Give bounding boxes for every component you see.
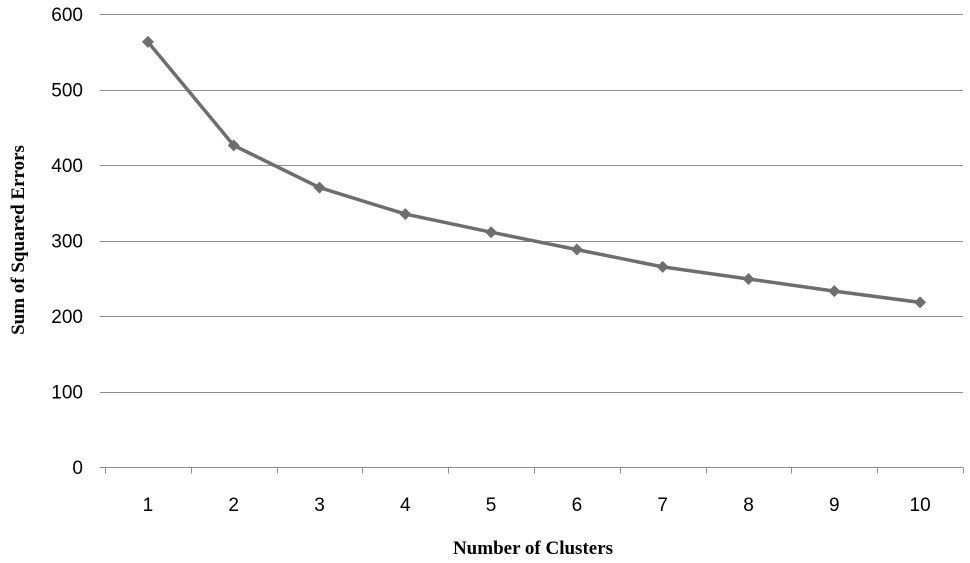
y-tick-label-200: 200 <box>51 307 83 328</box>
y-tick-label-100: 100 <box>51 383 83 404</box>
x-tick-label-4: 4 <box>400 495 411 516</box>
data-point-9 <box>828 285 841 298</box>
x-tick-label-7: 7 <box>657 495 668 516</box>
y-tick-label-0: 0 <box>72 458 83 479</box>
y-axis-tick-labels: 0 100 200 300 400 500 600 <box>51 5 83 479</box>
series-line <box>146 40 922 305</box>
x-tick-label-6: 6 <box>572 495 583 516</box>
x-axis <box>100 467 964 474</box>
x-tick-label-5: 5 <box>486 495 497 516</box>
y-axis-title: Sum of Squared Errors <box>8 145 29 335</box>
x-tick-label-1: 1 <box>143 495 154 516</box>
x-tick-label-2: 2 <box>228 495 239 516</box>
data-point-7 <box>656 260 669 273</box>
x-axis-title: Number of Clusters <box>453 538 613 559</box>
data-point-4 <box>399 208 412 221</box>
data-point-3 <box>313 181 326 194</box>
y-tick-label-500: 500 <box>51 81 83 102</box>
y-tick-label-400: 400 <box>51 156 83 177</box>
y-tick-label-600: 600 <box>51 5 83 26</box>
y-tick-label-300: 300 <box>51 232 83 253</box>
data-point-6 <box>570 243 583 256</box>
data-point-1 <box>141 35 154 48</box>
data-point-2 <box>227 139 240 152</box>
data-point-8 <box>742 273 755 286</box>
gridlines <box>100 14 963 393</box>
x-tick-label-8: 8 <box>743 495 754 516</box>
x-tick-label-9: 9 <box>829 495 840 516</box>
x-tick-label-10: 10 <box>910 495 931 516</box>
x-tick-label-3: 3 <box>314 495 325 516</box>
data-point-10 <box>914 296 927 309</box>
x-axis-tick-labels: 1 2 3 4 5 6 7 8 9 10 <box>143 495 931 516</box>
series-sse <box>141 35 927 309</box>
data-point-5 <box>485 226 498 239</box>
